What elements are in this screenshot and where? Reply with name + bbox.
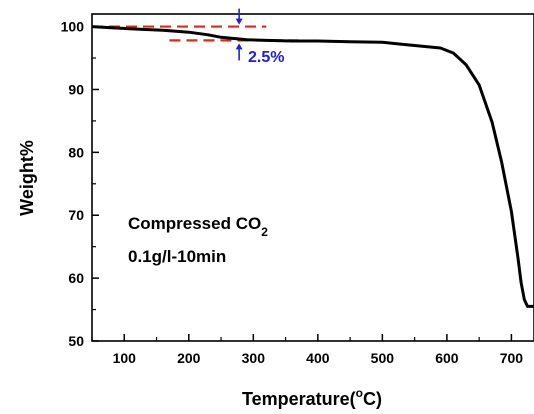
y-tick-label: 50: [68, 333, 84, 349]
x-tick-label: 500: [371, 350, 395, 366]
x-tick-label: 300: [242, 350, 266, 366]
y-axis-title: Weight%: [17, 140, 37, 216]
x-axis-title: Temperature(oC): [242, 386, 382, 409]
x-tick-label: 200: [177, 350, 201, 366]
percent-change-label: 2.5%: [248, 49, 284, 66]
x-tick-label: 400: [306, 350, 330, 366]
y-tick-label: 100: [61, 19, 85, 35]
annotation-line1: Compressed CO2: [128, 214, 268, 239]
weight-curve: [91, 25, 534, 308]
x-tick-label: 700: [500, 350, 524, 366]
arrow-down-head: [235, 18, 243, 25]
x-tick-label: 100: [113, 350, 137, 366]
annotation-line2: 0.1g/l-10min: [128, 247, 226, 266]
x-tick-label: 600: [435, 350, 459, 366]
y-tick-label: 70: [68, 207, 84, 223]
y-tick-label: 80: [68, 144, 84, 160]
y-tick-label: 60: [68, 270, 84, 286]
arrow-up-head: [235, 43, 243, 50]
plot-frame: [91, 13, 534, 342]
y-tick-label: 90: [68, 81, 84, 97]
